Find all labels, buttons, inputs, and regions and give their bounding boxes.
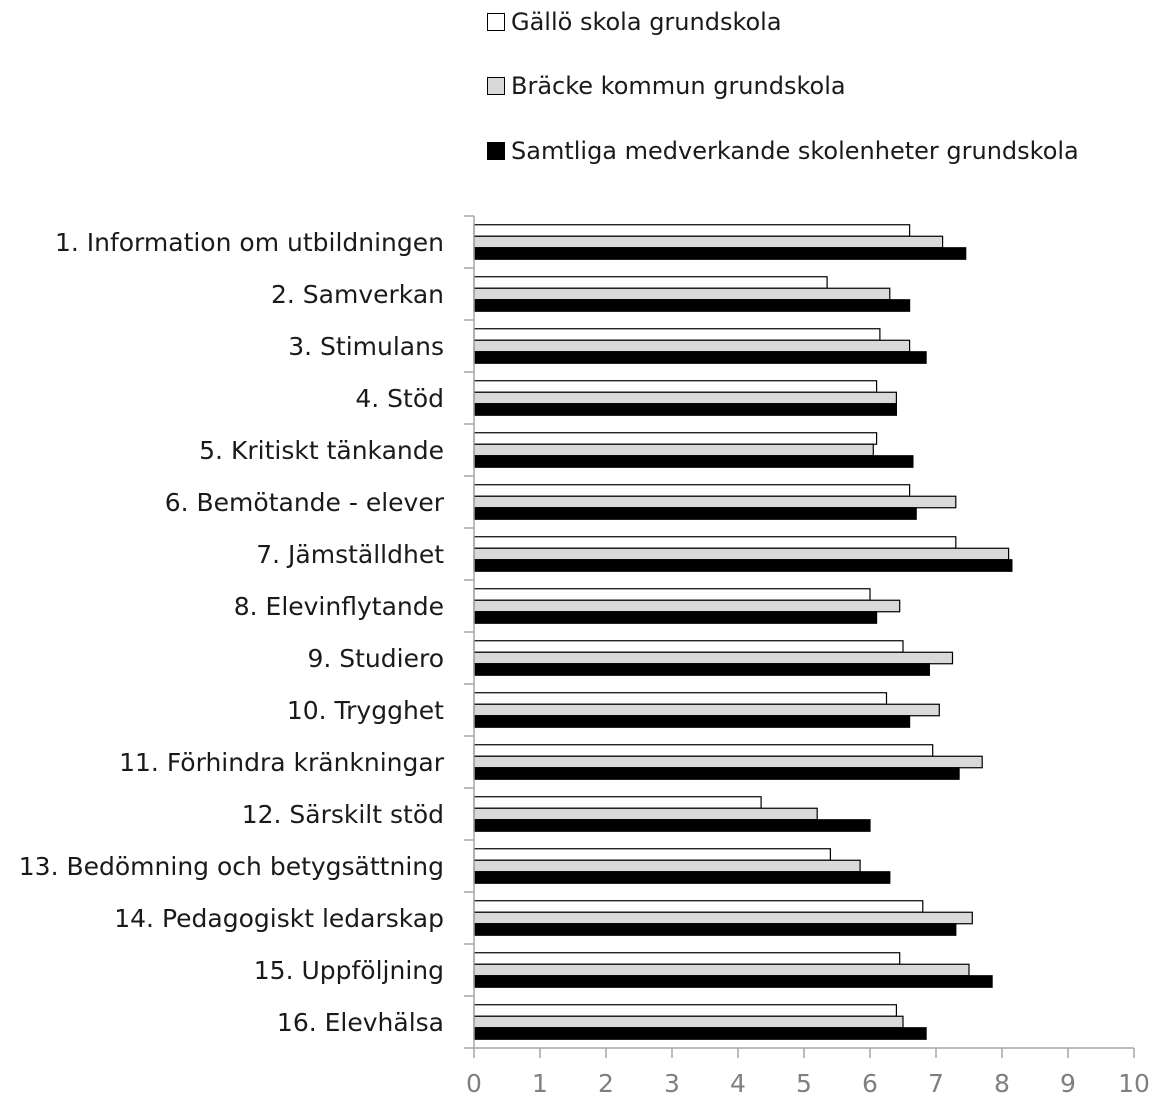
bar: [473, 640, 904, 653]
legend-swatch-gallo: [487, 13, 505, 31]
bar: [473, 819, 871, 832]
x-tick-label: 9: [1060, 1069, 1076, 1098]
bar: [473, 455, 914, 468]
legend-label-samtliga: Samtliga medverkande skolenheter grundsk…: [511, 137, 1079, 165]
category-label: 10. Trygghet: [287, 696, 444, 725]
bar: [473, 692, 888, 705]
legend-swatch-samtliga: [487, 142, 505, 160]
bar: [473, 703, 940, 717]
axes: [464, 215, 1135, 1058]
legend-item-gallo: Gällö skola grundskola: [487, 8, 782, 36]
category-label: 9. Studiero: [307, 644, 444, 673]
bar: [473, 588, 871, 601]
bar: [473, 432, 878, 445]
bar: [473, 559, 1013, 572]
legend-swatch-bracke: [487, 77, 505, 95]
bar: [473, 796, 762, 809]
bar: [473, 923, 957, 936]
bar: [473, 952, 901, 965]
category-label: 5. Kritiskt tänkande: [199, 436, 444, 465]
x-tick-label: 4: [730, 1069, 746, 1098]
bar: [473, 663, 930, 676]
bar: [473, 715, 911, 728]
bar: [473, 484, 911, 497]
bar: [473, 536, 957, 549]
bar: [473, 755, 983, 769]
bar: [473, 507, 917, 520]
category-label: 7. Jämställdhet: [256, 540, 444, 569]
category-label: 6. Bemötande - elever: [165, 488, 445, 517]
legend-label-gallo: Gällö skola grundskola: [511, 8, 782, 36]
bar: [473, 1027, 927, 1040]
bar: [473, 859, 861, 873]
bar: [473, 1004, 897, 1017]
bar: [473, 380, 878, 393]
bars: [473, 224, 1013, 1040]
category-label: 4. Stöd: [355, 384, 444, 413]
x-tick-label: 2: [598, 1069, 614, 1098]
legend-item-samtliga: Samtliga medverkande skolenheter grundsk…: [487, 137, 1079, 165]
x-tick-labels: 0 1 2 3 4 5 6 7 8 9 10: [466, 1069, 1150, 1098]
bar: [473, 235, 944, 249]
category-label: 2. Samverkan: [271, 280, 444, 309]
x-tick-label: 10: [1118, 1069, 1150, 1098]
category-label: 14. Pedagogiskt ledarskap: [114, 904, 444, 933]
bar: [473, 276, 828, 289]
bar: [473, 224, 911, 237]
bar: [473, 339, 911, 353]
x-tick-label: 8: [994, 1069, 1010, 1098]
category-label: 8. Elevinflytande: [234, 592, 444, 621]
bar: [473, 403, 897, 416]
category-label: 11. Förhindra kränkningar: [119, 748, 445, 777]
legend-label-bracke: Bräcke kommun grundskola: [511, 72, 846, 100]
bar: [473, 1015, 904, 1029]
category-label: 3. Stimulans: [288, 332, 444, 361]
bar: [473, 744, 934, 757]
bar: [473, 547, 1010, 561]
bar: [473, 299, 911, 312]
category-label: 1. Information om utbildningen: [55, 228, 444, 257]
category-label: 13. Bedömning och betygsättning: [19, 852, 444, 881]
bar: [473, 900, 924, 913]
bar: [473, 391, 897, 405]
bar: [473, 975, 993, 988]
bar: [473, 247, 967, 260]
bar: [473, 963, 970, 977]
x-tick-label: 0: [466, 1069, 482, 1098]
category-label: 12. Särskilt stöd: [242, 800, 444, 829]
legend-item-bracke: Bräcke kommun grundskola: [487, 72, 846, 100]
bar: [473, 495, 957, 509]
bar: [473, 599, 901, 613]
bar: [473, 328, 881, 341]
bar: [473, 767, 960, 780]
x-tick-label: 7: [928, 1069, 944, 1098]
bar: [473, 651, 954, 665]
bar: [473, 911, 973, 925]
x-tick-label: 5: [796, 1069, 812, 1098]
bar: [473, 848, 831, 861]
bar: [473, 287, 891, 301]
category-label: 16. Elevhälsa: [277, 1008, 444, 1037]
bar: [473, 443, 874, 457]
bar: [473, 611, 878, 624]
bar: [473, 807, 818, 821]
category-labels: 1. Information om utbildningen 2. Samverk…: [19, 228, 445, 1037]
x-tick-label: 6: [862, 1069, 878, 1098]
bar: [473, 871, 891, 884]
bar: [473, 351, 927, 364]
category-label: 15. Uppföljning: [254, 956, 444, 985]
x-tick-label: 1: [532, 1069, 548, 1098]
x-tick-label: 3: [664, 1069, 680, 1098]
